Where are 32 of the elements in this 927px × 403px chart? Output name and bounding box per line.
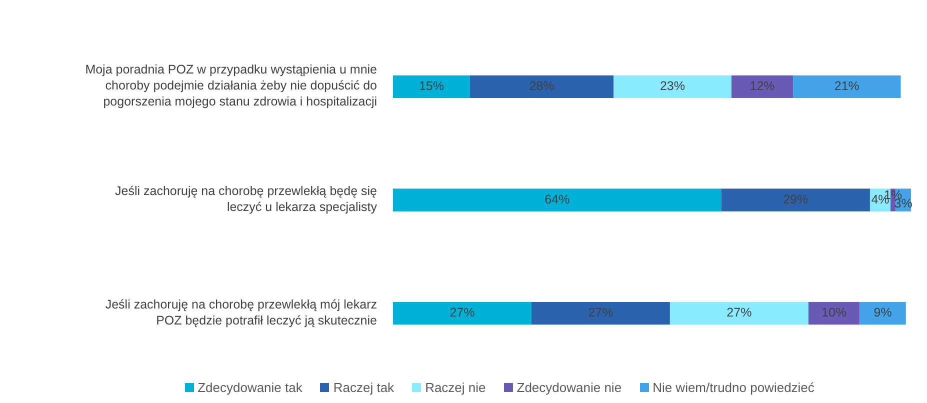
bar — [531, 302, 670, 325]
y-tick-label: Jeśli zachoruję na chorobę przewlekłą będę się leczyć u lekarza specjalisty — [115, 184, 378, 214]
bar — [393, 188, 722, 212]
bar — [808, 302, 860, 325]
bar — [393, 302, 532, 325]
bar — [793, 75, 901, 98]
bar — [721, 188, 870, 212]
legend-label: Nie wiem/trudno powiedzieć — [652, 380, 814, 395]
bar — [860, 302, 906, 325]
bar — [470, 75, 614, 98]
data-label: 27% — [588, 306, 614, 320]
data-label: 64% — [544, 192, 570, 206]
bar — [731, 75, 794, 98]
data-label: 21% — [834, 78, 860, 93]
data-label: 27% — [450, 306, 475, 320]
y-tick-label: Moja poradnia POZ w przypadku wystąpienia u mnie choroby podejmie działania żeby nie dopuścić do pogorszenia mojego stanu zdrowia i hospitalizacji — [85, 62, 378, 109]
data-label: 10% — [822, 306, 847, 320]
bar — [393, 75, 470, 98]
bar — [670, 302, 808, 325]
data-label: 9% — [874, 306, 892, 320]
data-label: 28% — [529, 78, 554, 93]
legend-label: Raczej tak — [332, 380, 394, 395]
legend-label: Zdecydowanie nie — [516, 380, 622, 395]
data-label: 12% — [750, 78, 775, 93]
legend-label: Zdecydowanie tak — [196, 380, 302, 395]
data-label: 27% — [726, 306, 752, 320]
y-tick-label: Jeśli zachoruję na chorobę przewlekłą mój lekarz POZ będzie potrafił leczyć ją skutecznie — [105, 298, 378, 328]
data-label: 15% — [418, 78, 444, 93]
data-label: 23% — [660, 78, 686, 93]
legend-label: Raczej nie — [424, 380, 486, 395]
bar — [614, 75, 732, 98]
data-label: 29% — [783, 192, 808, 206]
